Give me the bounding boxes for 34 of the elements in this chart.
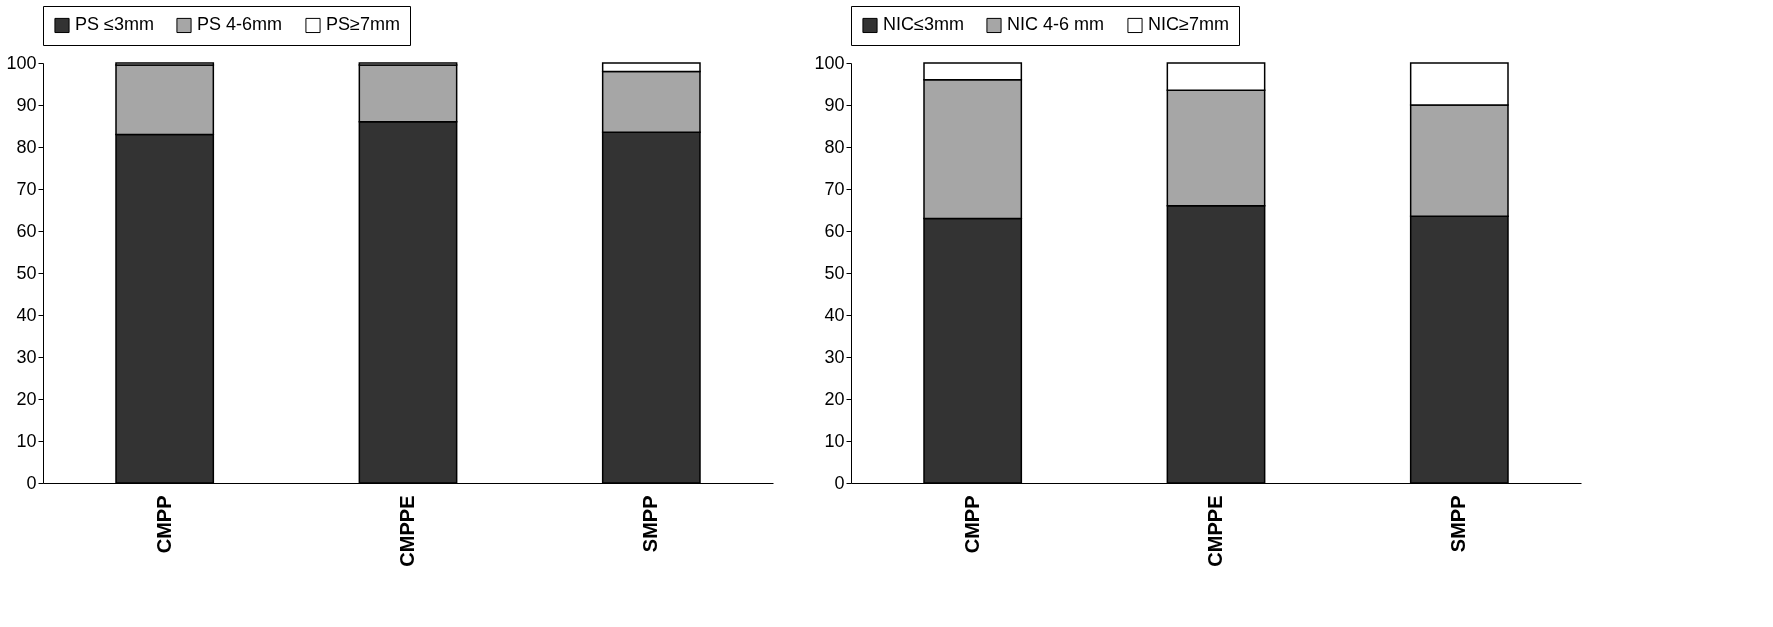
y-tick-label: 30 xyxy=(16,346,37,367)
y-tick-label: 30 xyxy=(824,346,845,367)
y-tick-label: 60 xyxy=(824,220,845,241)
y-tick-label: 90 xyxy=(824,94,845,115)
y-tick-label: 20 xyxy=(16,388,37,409)
y-tick-label: 100 xyxy=(6,52,37,73)
y-tick-label: 50 xyxy=(824,262,845,283)
y-tick-label: 20 xyxy=(824,388,845,409)
x-tick-label: CMPP xyxy=(960,495,983,554)
y-tick-label: 70 xyxy=(824,178,845,199)
legend-label: NIC 4-6 mm xyxy=(1007,14,1105,35)
y-tick-label: 40 xyxy=(16,304,37,325)
x-tick-label: SMPP xyxy=(639,495,662,553)
y-tick-label: 80 xyxy=(824,136,845,157)
y-tick-label: 50 xyxy=(16,262,37,283)
y-tick-label: 40 xyxy=(824,304,845,325)
y-tick-label: 80 xyxy=(16,136,37,157)
x-tick-label: SMPP xyxy=(1447,495,1470,553)
legend-label: PS ≤3mm xyxy=(75,14,154,35)
x-tick-label: CMPPE xyxy=(1204,495,1226,567)
legend-label: PS≥7mm xyxy=(326,14,400,35)
y-tick-label: 10 xyxy=(16,430,37,451)
y-tick-label: 70 xyxy=(16,178,37,199)
y-tick-label: 0 xyxy=(26,472,37,493)
y-tick-label: 10 xyxy=(824,430,845,451)
legend-label: NIC≥7mm xyxy=(1148,14,1229,35)
y-tick-label: 100 xyxy=(814,52,845,73)
y-tick-label: 90 xyxy=(16,94,37,115)
legend-label: NIC≤3mm xyxy=(883,14,964,35)
y-tick-label: 0 xyxy=(834,472,845,493)
x-tick-label: CMPPE xyxy=(396,495,418,567)
x-tick-label: CMPP xyxy=(152,495,175,554)
y-tick-label: 60 xyxy=(16,220,37,241)
legend-label: PS 4-6mm xyxy=(197,14,283,35)
